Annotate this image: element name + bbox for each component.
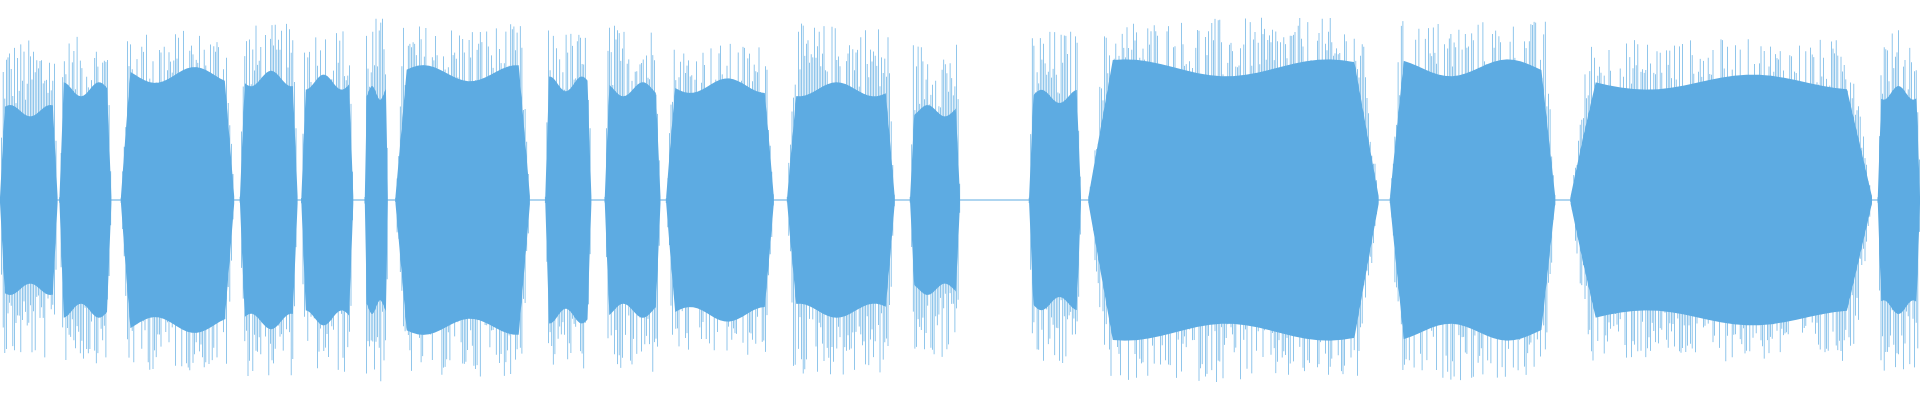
waveform-segment-core bbox=[301, 74, 354, 326]
waveform-segment-core bbox=[59, 82, 112, 318]
waveform-segment-core bbox=[545, 76, 592, 324]
waveform-segment-core bbox=[910, 105, 960, 295]
waveform-segment-core bbox=[666, 78, 774, 322]
waveform-segment-core bbox=[240, 70, 298, 330]
waveform-segment-core bbox=[121, 67, 235, 333]
waveform-segment-core bbox=[1029, 89, 1081, 311]
waveform-segment-core bbox=[604, 82, 661, 318]
waveform-segment-core bbox=[395, 65, 530, 335]
waveform-segment-core bbox=[1390, 59, 1556, 341]
waveform-segment-core bbox=[0, 105, 58, 295]
waveform-segment-core bbox=[364, 86, 388, 314]
waveform-core-fill bbox=[0, 59, 1920, 341]
waveform-segment-core bbox=[1877, 86, 1920, 314]
waveform-segment-core bbox=[1088, 59, 1379, 341]
waveform-segment-core bbox=[1570, 74, 1872, 326]
waveform-segment-core bbox=[787, 82, 895, 318]
